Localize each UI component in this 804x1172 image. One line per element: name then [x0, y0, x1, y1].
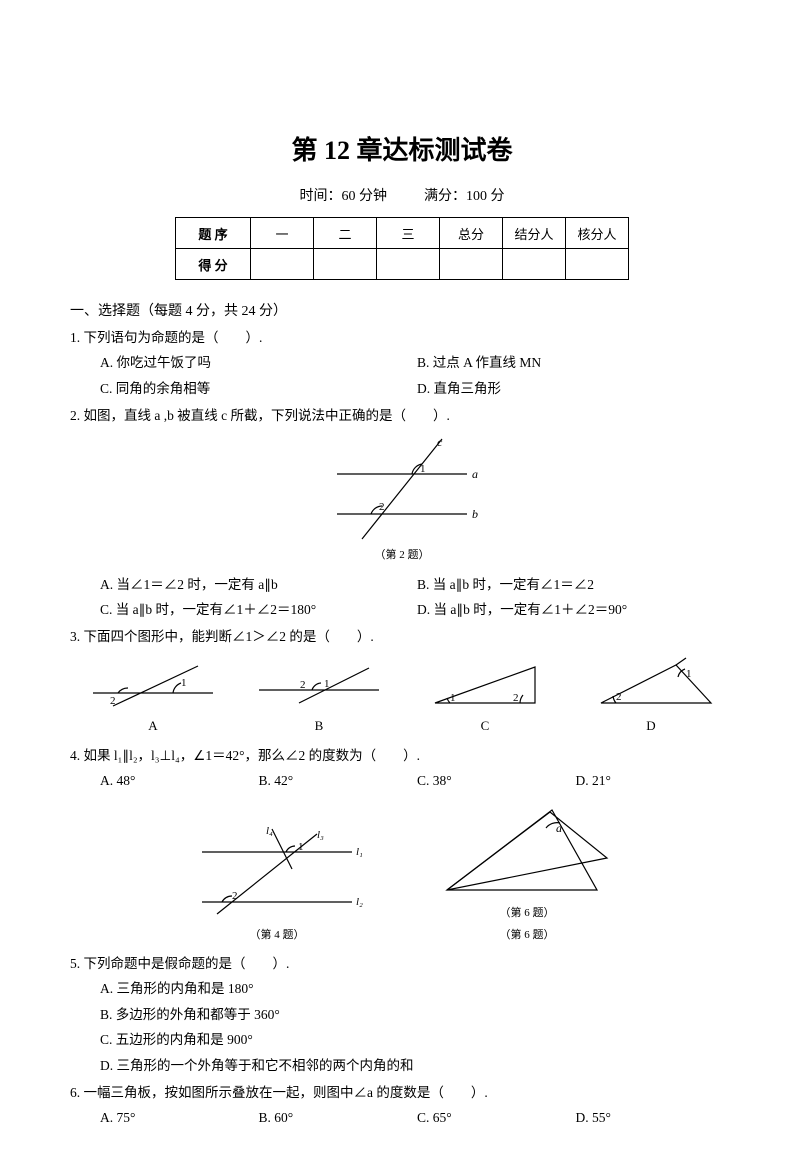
- option-b: B. 当 a∥b 时，一定有∠1＝∠2: [417, 572, 734, 598]
- option-d: D. 当 a∥b 时，一定有∠1＋∠2＝90°: [417, 597, 734, 623]
- q3-figure-c: 1 2: [420, 655, 550, 710]
- time-label: 时间：60 分钟: [300, 189, 388, 204]
- question-2: 2. 如图，直线 a ,b 被直线 c 所截，下列说法中正确的是（ ）. c a…: [70, 404, 734, 623]
- q3-figure-b: 1 2: [254, 658, 384, 710]
- table-cell: [503, 249, 566, 280]
- q3-figure-a: 1 2: [88, 658, 218, 710]
- question-4: 4. 如果 l₁∥l₂，l₃⊥l₄，∠1＝42°，那么∠2 的度数为（ ）. A…: [70, 744, 734, 946]
- q2-figure: c a b 1 2: [307, 434, 497, 544]
- option-b: B. 过点 A 作直线 MN: [417, 350, 734, 376]
- section-heading: 一、选择题（每题 4 分，共 24 分）: [70, 300, 734, 320]
- svg-text:2: 2: [300, 679, 306, 691]
- question-stem: 2. 如图，直线 a ,b 被直线 c 所截，下列说法中正确的是（ ）.: [70, 404, 734, 428]
- score-label: 满分：100 分: [424, 189, 505, 204]
- table-cell: [251, 249, 314, 280]
- option-d: D. 直角三角形: [417, 376, 734, 402]
- option-a: A. 你吃过午饭了吗: [100, 350, 417, 376]
- table-header: 二: [314, 218, 377, 249]
- q4-figure: l₁ l₂ l₃ l₄ 1 2: [182, 824, 372, 924]
- table-row: 得 分: [176, 249, 629, 280]
- table-row-label: 得 分: [176, 249, 251, 280]
- svg-text:1: 1: [181, 677, 187, 689]
- option-b: B. 60°: [259, 1105, 418, 1131]
- question-stem: 4. 如果 l₁∥l₂，l₃⊥l₄，∠1＝42°，那么∠2 的度数为（ ）.: [70, 744, 734, 768]
- option-b: B. 多边形的外角和都等于 360°: [100, 1002, 734, 1028]
- svg-text:2: 2: [616, 691, 622, 703]
- q3-label-d: D: [586, 714, 716, 737]
- svg-text:1: 1: [450, 692, 456, 704]
- q3-label-c: C: [420, 714, 550, 737]
- option-b: B. 42°: [259, 768, 418, 794]
- table-header: 结分人: [503, 218, 566, 249]
- svg-text:l₁: l₁: [356, 846, 363, 858]
- svg-text:2: 2: [110, 695, 116, 707]
- question-1: 1. 下列语句为命题的是（ ）. A. 你吃过午饭了吗 B. 过点 A 作直线 …: [70, 326, 734, 402]
- table-header: 三: [377, 218, 440, 249]
- page-title: 第 12 章达标测试卷: [70, 130, 734, 167]
- table-cell: [440, 249, 503, 280]
- question-stem: 3. 下面四个图形中，能判断∠1＞∠2 的是（ ）.: [70, 625, 734, 649]
- q3-figure-d: 1 2: [586, 655, 716, 710]
- question-6: 6. 一幅三角板，按如图所示叠放在一起，则图中∠a 的度数是（ ）. A. 75…: [70, 1081, 734, 1131]
- svg-text:1: 1: [686, 668, 692, 680]
- table-header: 一: [251, 218, 314, 249]
- svg-text:l₄: l₄: [266, 825, 273, 837]
- option-d: D. 55°: [576, 1105, 735, 1131]
- svg-text:b: b: [472, 507, 478, 521]
- svg-text:2: 2: [232, 890, 238, 902]
- table-cell: [314, 249, 377, 280]
- svg-text:1: 1: [420, 463, 426, 475]
- option-c: C. 当 a∥b 时，一定有∠1＋∠2＝180°: [100, 597, 417, 623]
- option-c: C. 五边形的内角和是 900°: [100, 1027, 734, 1053]
- question-stem: 6. 一幅三角板，按如图所示叠放在一起，则图中∠a 的度数是（ ）.: [70, 1081, 734, 1105]
- q6-caption: （第 6 题）: [432, 926, 622, 946]
- svg-text:2: 2: [379, 501, 385, 513]
- svg-text:1: 1: [298, 841, 304, 853]
- q6-caption: （第 6 题）: [500, 907, 555, 919]
- table-header: 题 序: [176, 218, 251, 249]
- table-header: 核分人: [566, 218, 629, 249]
- question-stem: 5. 下列命题中是假命题的是（ ）.: [70, 952, 734, 976]
- q3-label-a: A: [88, 714, 218, 737]
- page-subtitle: 时间：60 分钟 满分：100 分: [70, 185, 734, 205]
- table-header-row: 题 序 一 二 三 总分 结分人 核分人: [176, 218, 629, 249]
- q6-figure: a: [432, 800, 622, 900]
- option-c: C. 38°: [417, 768, 576, 794]
- score-table: 题 序 一 二 三 总分 结分人 核分人 得 分: [175, 217, 629, 280]
- svg-text:l₂: l₂: [356, 896, 363, 908]
- question-5: 5. 下列命题中是假命题的是（ ）. A. 三角形的内角和是 180° B. 多…: [70, 952, 734, 1079]
- option-c: C. 65°: [417, 1105, 576, 1131]
- table-header: 总分: [440, 218, 503, 249]
- option-d: D. 21°: [576, 768, 735, 794]
- q4-caption: （第 4 题）: [182, 926, 372, 946]
- option-a: A. 三角形的内角和是 180°: [100, 976, 734, 1002]
- svg-text:c: c: [437, 435, 443, 449]
- option-c: C. 同角的余角相等: [100, 376, 417, 402]
- option-a: A. 当∠1＝∠2 时，一定有 a∥b: [100, 572, 417, 598]
- table-cell: [566, 249, 629, 280]
- q2-caption: （第 2 题）: [70, 546, 734, 566]
- option-a: A. 75°: [100, 1105, 259, 1131]
- table-cell: [377, 249, 440, 280]
- option-a: A. 48°: [100, 768, 259, 794]
- question-stem: 1. 下列语句为命题的是（ ）.: [70, 326, 734, 350]
- q3-label-b: B: [254, 714, 384, 737]
- svg-text:l₃: l₃: [317, 829, 324, 841]
- svg-text:1: 1: [324, 678, 330, 690]
- svg-text:a: a: [556, 821, 562, 835]
- question-3: 3. 下面四个图形中，能判断∠1＞∠2 的是（ ）. 1 2 A: [70, 625, 734, 738]
- svg-text:a: a: [472, 467, 478, 481]
- option-d: D. 三角形的一个外角等于和它不相邻的两个内角的和: [100, 1053, 734, 1079]
- svg-text:2: 2: [513, 692, 519, 704]
